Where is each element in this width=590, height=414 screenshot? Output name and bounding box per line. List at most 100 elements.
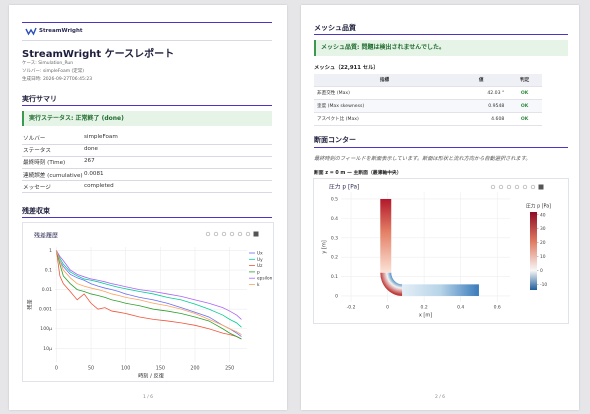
table-row: アスペクト比 (Max) 4.608 OK xyxy=(314,112,542,126)
header-cell: 指標 xyxy=(314,74,455,87)
y-axis-label: 残差 xyxy=(26,299,34,309)
row-value: 267 xyxy=(84,158,95,165)
legend-label: Ux xyxy=(257,251,263,257)
colorbar xyxy=(530,212,537,290)
legend-label: Uy xyxy=(257,257,263,263)
x-tick-label: 0.6 xyxy=(494,305,501,311)
series-line xyxy=(56,250,242,335)
meta: ケース: Simulation_Run xyxy=(22,61,74,66)
meta: 生成日時: 2026-09-27T06:45:23 xyxy=(22,77,93,82)
x-tick-label: 250 xyxy=(225,366,234,372)
cell: 歪度 (Max skewness) xyxy=(314,99,455,113)
slice-heading: 断面 z = 0 m — 主断面（最薄軸中央） xyxy=(314,171,402,176)
colorbar-tick-label: 20 xyxy=(540,240,546,246)
toolbar-icon xyxy=(506,184,512,190)
section-rule xyxy=(314,34,568,35)
row-rule xyxy=(22,167,272,169)
row-rule xyxy=(22,180,272,182)
toolbar-icon xyxy=(538,184,544,190)
page-number: 2 / 6 xyxy=(434,395,446,400)
row-label: メッセージ xyxy=(23,184,51,191)
page-number: 1 / 6 xyxy=(142,395,154,400)
section-rule xyxy=(22,217,272,218)
note: 最終時刻のフィールドを断面表示しています。断面は形状と流れ方向から自動選択されま… xyxy=(314,156,531,162)
pipe-horizontal xyxy=(402,284,479,296)
toolbar-icon xyxy=(498,184,504,190)
section-heading: 残差収束 xyxy=(22,207,50,215)
legend-label: Uz xyxy=(257,263,263,269)
page: メッシュ品質 メッシュ品質: 問題は検出されませんでした。 メッシュ（22,91… xyxy=(301,5,579,410)
colorbar-tick-label: 10 xyxy=(540,254,546,260)
colorbar-tick-label: 40 xyxy=(540,212,546,218)
legend-label: p xyxy=(257,270,260,275)
toolbar-icon xyxy=(530,184,536,190)
toolbar-icon xyxy=(253,231,259,237)
colorbar-title: 圧力 p [Pa] xyxy=(526,203,551,210)
row-rule xyxy=(22,192,272,194)
x-tick-label: 0 xyxy=(386,305,389,311)
logo-text: StreamWright xyxy=(39,28,83,34)
page: StreamWright StreamWright ケースレポート ケース: S… xyxy=(9,5,287,410)
series-line xyxy=(55,250,242,340)
meta: ソルバー: simpleFoam (定常) xyxy=(22,69,85,74)
y-tick-label: 0.1 xyxy=(331,274,338,280)
header-cell: 判定 xyxy=(507,74,542,87)
series-line xyxy=(56,250,242,320)
legend-label: k xyxy=(257,282,260,288)
colorbar-tick-label: -10 xyxy=(540,282,547,288)
row-label: 最終時刻 (Time) xyxy=(23,160,66,167)
toolbar-icon xyxy=(490,184,496,190)
top-rule xyxy=(22,22,272,23)
y-tick-label: 0.001 xyxy=(39,307,52,313)
y-tick-label: 0.5 xyxy=(331,196,338,202)
table-row: 非直交性 (Max) 42.03 ° OK xyxy=(314,86,542,100)
toolbar-icon xyxy=(205,231,211,237)
y-tick-label: 0.3 xyxy=(331,235,338,241)
row-label: ソルバー xyxy=(23,136,46,142)
verdict: OK xyxy=(507,112,542,126)
y-tick-label: 1 xyxy=(49,248,52,254)
x-tick-label: 100 xyxy=(121,366,130,372)
section-heading: メッシュ品質 xyxy=(314,24,356,32)
section-rule xyxy=(22,105,272,106)
cell: アスペクト比 (Max) xyxy=(314,112,455,126)
colorbar-tick-label: 0 xyxy=(540,268,543,274)
toolbar-icon xyxy=(229,231,235,237)
row-value: simpleFoam xyxy=(84,134,118,140)
chart-frame xyxy=(313,178,569,324)
chart-title: 圧力 p [Pa] xyxy=(329,183,359,191)
y-tick-label: 0.4 xyxy=(331,216,338,222)
toolbar-icon xyxy=(245,231,251,237)
divider xyxy=(22,40,272,41)
y-tick-label: 0.01 xyxy=(42,287,52,293)
x-axis-label: x [m] xyxy=(419,313,432,319)
x-tick-label: 50 xyxy=(88,366,94,372)
y-axis-label: y [m] xyxy=(322,240,328,253)
series-line xyxy=(56,250,242,340)
toolbar-icon xyxy=(514,184,520,190)
row-label: 連続誤差 (cumulative) xyxy=(23,172,83,179)
y-tick-label: 100μ xyxy=(40,326,52,332)
row-value: 0.0081 xyxy=(84,170,104,177)
y-tick-label: 0.2 xyxy=(331,255,338,261)
report-title: StreamWright ケースレポート xyxy=(22,49,175,60)
section-heading: 断面コンター xyxy=(314,136,356,144)
row-value: done xyxy=(84,146,98,153)
section-heading: 実行サマリ xyxy=(22,95,57,103)
y-tick-label: 0.1 xyxy=(45,268,52,274)
table-row: 歪度 (Max skewness) 0.9548 OK xyxy=(314,99,542,113)
contour-chart: 圧力 p [Pa] 0 0.1 0.2 0.3 0.4 0.5 -0.2 0 0.2 0.4 0.6 x… xyxy=(322,183,552,319)
chart-title: 残差履歴 xyxy=(34,232,58,240)
x-tick-label: 0.2 xyxy=(421,305,428,311)
row-label: ステータス xyxy=(23,148,51,155)
colorbar-tick-label: 30 xyxy=(540,226,546,232)
status-box: メッシュ品質: 問題は検出されませんでした。 xyxy=(314,40,568,56)
residual-chart: 残差履歴 1 0.1 0.01 0.001 100μ 10μ 0 50 100 150 200 250 時… xyxy=(26,231,272,380)
verdict: OK xyxy=(507,99,542,113)
verdict: OK xyxy=(507,86,542,100)
logo-icon xyxy=(25,27,37,36)
series-line xyxy=(56,250,242,337)
x-axis-label: 時刻 / 反復 xyxy=(138,372,165,380)
toolbar-icon xyxy=(221,231,227,237)
row-rule xyxy=(22,143,272,145)
